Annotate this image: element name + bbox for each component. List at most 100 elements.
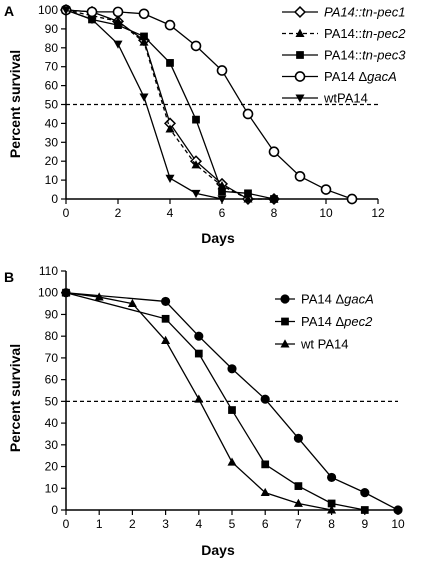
panel-b-x-tick-label: 9: [361, 517, 368, 531]
panel-b-ylabel: Percent survival: [7, 344, 23, 452]
legend-marker-pa14-tn-pec3: [296, 51, 304, 59]
panel-a-x-tick-label: 4: [167, 206, 174, 220]
panel-a-x-tick-label: 6: [219, 206, 226, 220]
legend-marker-wtpa14: [295, 94, 305, 103]
panel-b-point-pa14-delta-pec2: [161, 314, 170, 323]
panel-b-x-tick-label: 5: [229, 517, 236, 531]
panel-b-point-wt-pa14: [194, 394, 204, 403]
panel-b-x-tick-label: 2: [129, 517, 136, 531]
panel-b-point-pa14-delta-pec2: [327, 499, 336, 508]
panel-a-y-tick-label: 100: [38, 3, 58, 17]
panel-a-point-pa14-delta-gaca: [138, 8, 150, 20]
panel-a-y-tick-label: 70: [45, 60, 59, 74]
panel-b-letter: B: [4, 269, 14, 285]
panel-b-y-tick-label: 40: [45, 416, 59, 430]
panel-b-x-tick-label: 4: [195, 517, 202, 531]
panel-a-y-tick-label: 40: [45, 116, 59, 130]
legend-marker-pa14-delta-gaca: [294, 71, 306, 82]
panel-b-series-line-pa14-delta-pec2: [65, 292, 365, 511]
panel-a-xlabel: Days: [201, 230, 235, 246]
panel-a-point-pa14-tn-pec3: [114, 21, 122, 29]
panel-a-point-pa14-tn-pec3: [166, 59, 174, 67]
panel-b-y-tick-label: 50: [45, 394, 59, 408]
panel-a-x-tick-label: 2: [115, 206, 122, 220]
panel-a-point-pa14-tn-pec2: [191, 160, 201, 169]
panel-b-x-tick-label: 0: [63, 517, 70, 531]
panel-a-ylabel: Percent survival: [7, 50, 23, 158]
panel-a-point-pa14-delta-gaca: [112, 6, 124, 18]
legend-marker-pa14-delta-pec2: [281, 317, 289, 326]
panel-b-point-pa14-delta-pec2: [194, 349, 203, 358]
panel-a-point-pa14-delta-gaca: [242, 108, 254, 120]
panel-b-point-wt-pa14: [127, 298, 137, 308]
legend-marker-pa14-delta-gaca: [280, 294, 290, 304]
panel-a-x-tick-label: 0: [63, 206, 70, 220]
panel-b-y-tick-label: 100: [38, 286, 58, 300]
panel-a-point-wtpa14: [165, 174, 175, 183]
panel-a-y-tick-label: 60: [45, 79, 59, 93]
panel-a-point-pa14-delta-gaca: [320, 184, 332, 195]
panel-b-y-tick-label: 80: [45, 329, 59, 343]
panel-a-point-wtpa14: [61, 6, 71, 15]
panel-b-chart: B Days Percent survival 0 1 2 3 4 5 6 7 8 9 100102…: [4, 264, 405, 558]
panel-a-point-pa14-delta-gaca: [86, 6, 98, 18]
panel-a-point-pa14-tn-pec2: [139, 37, 149, 46]
panel-a-point-pa14-tn-pec3: [192, 115, 200, 124]
panel-b-point-pa14-delta-pec2: [360, 506, 369, 514]
legend-label-wtpa14: wtPA14: [323, 91, 368, 106]
panel-a-point-pa14-tn-pec3: [270, 195, 278, 203]
panel-b-legend: PA14 ΔgacA PA14 Δpec2 wt PA14: [275, 292, 374, 352]
panel-a-point-pa14-delta-gaca: [190, 40, 202, 52]
panel-a-point-pa14-tn-pec2: [165, 124, 175, 133]
panel-b-y-tick-label: 90: [45, 307, 59, 321]
legend-label-pa14-tn-pec1: PA14::tn-pec1: [324, 5, 405, 20]
legend-label-pa14-delta-gaca: PA14 ΔgacA: [301, 292, 374, 307]
panel-a-point-pa14-delta-gaca: [164, 19, 176, 31]
panel-a-point-wtpa14: [113, 40, 123, 49]
legend-marker-wt-pa14: [280, 339, 290, 348]
panel-a-point-pa14-delta-gaca: [294, 171, 306, 182]
panel-a-x-tick-label: 10: [319, 206, 333, 220]
panel-b-x-tick-label: 10: [391, 517, 405, 531]
panel-b-y-tick-label: 60: [45, 373, 59, 387]
panel-a-point-pa14-tn-pec2: [217, 181, 227, 190]
panel-a-plot-area: 0 2 4 6 8 10 12 0 10 20 30 40 50 60 70 80 90 100: [38, 3, 385, 220]
panel-b-point-pa14-delta-gaca: [194, 331, 204, 341]
legend-marker-pa14-tn-pec1: [293, 5, 307, 19]
panel-b-x-tick-label: 7: [295, 517, 302, 531]
panel-a-x-tick-label: 8: [271, 206, 278, 220]
panel-a-y-tick-label: 30: [45, 135, 59, 149]
panel-a-point-pa14-delta-gaca: [268, 146, 280, 158]
legend-label-pa14-tn-pec3: PA14::tn-pec3: [324, 48, 406, 63]
panel-b-point-pa14-delta-gaca: [293, 433, 303, 443]
legend-label-wt-pa14: wt PA14: [300, 337, 348, 352]
panel-a-point-wtpa14: [191, 189, 201, 199]
panel-b-y-tick-label: 10: [45, 481, 59, 495]
panel-b-point-pa14-delta-gaca: [360, 488, 370, 498]
panel-b-point-wt-pa14: [327, 505, 337, 514]
panel-a-point-pa14-delta-gaca: [346, 193, 358, 205]
panel-b-x-tick-label: 6: [262, 517, 269, 531]
panel-a-y-tick-label: 10: [45, 173, 59, 187]
panel-a-x-tick-label: 12: [371, 206, 385, 220]
panel-a-y-tick-label: 80: [45, 41, 59, 55]
panel-b-point-pa14-delta-pec2: [294, 482, 303, 490]
panel-b-point-wt-pa14: [260, 487, 270, 497]
panel-b-xlabel: Days: [201, 542, 235, 558]
panel-b-x-tick-label: 8: [328, 517, 335, 531]
panel-a-y-tick-label: 0: [51, 192, 58, 206]
panel-a-letter: A: [4, 3, 14, 19]
legend-label-pa14-delta-gaca: PA14 ΔgacA: [324, 69, 397, 84]
legend-label-pa14-delta-pec2: PA14 Δpec2: [301, 314, 373, 329]
panel-a-point-pa14-tn-pec3: [218, 187, 226, 196]
panel-b-y-tick-label: 0: [51, 503, 58, 517]
legend-marker-pa14-tn-pec2: [295, 28, 305, 37]
panel-b-x-tick-label: 3: [162, 517, 169, 531]
panel-b-y-tick-label: 20: [45, 460, 59, 474]
panel-a-y-tick-label: 90: [45, 22, 59, 36]
panel-a-point-pa14-delta-gaca: [216, 65, 228, 76]
panel-b-point-wt-pa14: [61, 287, 71, 297]
panel-a-chart: A Days Percent survival 0 2 4 6 8 10 12 0 10 20 30…: [4, 3, 406, 246]
panel-b-point-pa14-delta-gaca: [260, 394, 270, 404]
